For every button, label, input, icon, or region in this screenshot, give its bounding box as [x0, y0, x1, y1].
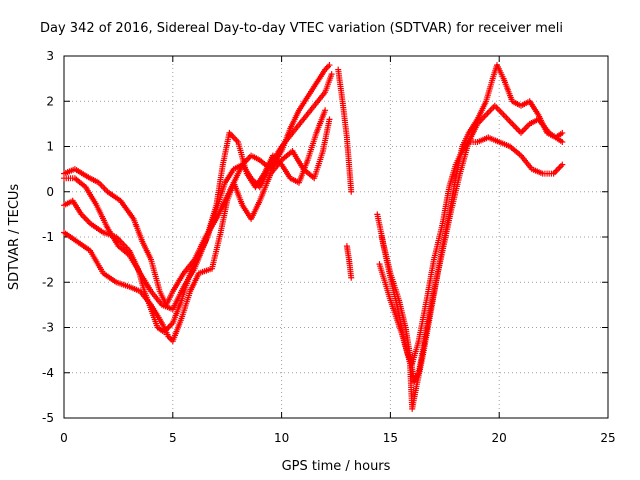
series-4-markers	[376, 134, 566, 367]
x-tick-label: 15	[383, 431, 398, 445]
y-tick-label: 2	[46, 94, 54, 108]
x-tick-label: 10	[274, 431, 289, 445]
x-tick-label: 0	[60, 431, 68, 445]
series-2-segment-1	[61, 71, 335, 335]
series-4	[61, 107, 566, 367]
y-tick-label: 1	[46, 140, 54, 154]
x-tick-labels: 0 5 10 15 20 25	[60, 431, 615, 445]
y-tick-label: -5	[42, 411, 54, 425]
series-4-markers	[61, 107, 329, 313]
series-2-markers	[343, 243, 355, 281]
y-tick-labels: -5 -4 -3 -2 -1 0 1 2 3	[42, 49, 54, 425]
x-axis-label: GPS time / hours	[282, 459, 391, 474]
y-tick-label: -3	[42, 321, 54, 335]
y-tick-label: -1	[42, 230, 54, 244]
x-tick-label: 20	[492, 431, 507, 445]
x-tick-label: 5	[169, 431, 177, 445]
series-4-segment-2	[376, 134, 566, 367]
series-3-markers	[61, 116, 333, 345]
y-axis-label: SDTVAR / TECUs	[7, 184, 22, 291]
series-2-segment-2	[343, 243, 355, 281]
y-tick-label: -2	[42, 275, 54, 289]
series-1-segment-2	[335, 66, 355, 195]
series-2-markers	[61, 71, 335, 335]
data-series	[61, 62, 566, 412]
y-tick-label: 3	[46, 49, 54, 63]
y-tick-label: 0	[46, 185, 54, 199]
axis-ticks	[63, 55, 609, 419]
chart-title: Day 342 of 2016, Sidereal Day-to-day VTE…	[40, 21, 563, 36]
series-3	[61, 62, 566, 412]
y-tick-label: -4	[42, 366, 54, 380]
grid-lines	[64, 56, 608, 418]
x-tick-label: 25	[600, 431, 615, 445]
series-1-markers	[335, 66, 355, 195]
series-4-segment-1	[61, 107, 329, 313]
series-3-segment-1	[61, 116, 333, 345]
